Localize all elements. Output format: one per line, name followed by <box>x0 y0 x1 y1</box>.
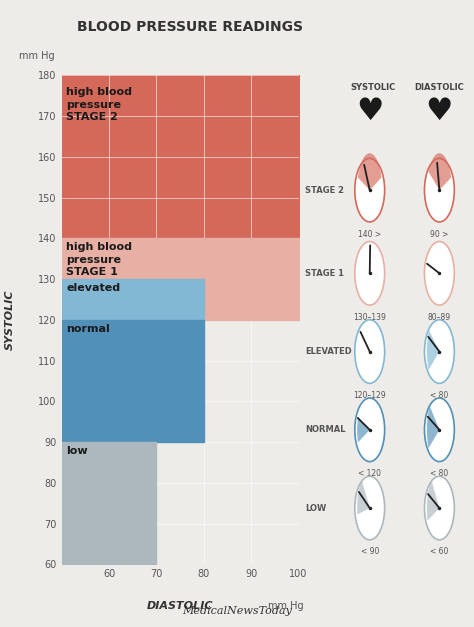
Text: SYSTOLIC: SYSTOLIC <box>350 83 396 92</box>
Text: < 90: < 90 <box>361 547 379 557</box>
Text: LOW: LOW <box>305 503 326 512</box>
Text: STAGE 1: STAGE 1 <box>305 269 344 278</box>
Text: ♥: ♥ <box>356 97 383 127</box>
Wedge shape <box>357 480 370 515</box>
Text: low: low <box>66 446 88 456</box>
Text: 140 >: 140 > <box>358 229 381 239</box>
Text: < 60: < 60 <box>430 547 448 557</box>
Text: DIASTOLIC: DIASTOLIC <box>147 601 213 611</box>
Text: 80–89: 80–89 <box>428 313 451 322</box>
Text: < 80: < 80 <box>430 469 448 478</box>
Wedge shape <box>357 417 370 443</box>
Text: mm Hg: mm Hg <box>19 51 55 61</box>
Text: ELEVATED: ELEVATED <box>305 347 352 356</box>
Ellipse shape <box>355 159 385 222</box>
Text: mm Hg: mm Hg <box>268 601 303 611</box>
Text: STAGE 2: STAGE 2 <box>305 186 344 194</box>
Wedge shape <box>428 153 451 190</box>
Text: < 120: < 120 <box>358 469 381 478</box>
Ellipse shape <box>355 398 385 461</box>
Ellipse shape <box>355 320 385 383</box>
Text: high blood
pressure
STAGE 2: high blood pressure STAGE 2 <box>66 87 132 122</box>
Text: BLOOD PRESSURE READINGS: BLOOD PRESSURE READINGS <box>77 21 302 34</box>
Wedge shape <box>427 480 439 520</box>
Text: NORMAL: NORMAL <box>305 425 346 435</box>
Text: 120–129: 120–129 <box>354 391 386 400</box>
Text: ♥: ♥ <box>426 97 453 127</box>
Ellipse shape <box>425 320 454 383</box>
Ellipse shape <box>425 398 454 461</box>
Ellipse shape <box>425 159 454 222</box>
Text: normal: normal <box>66 324 110 334</box>
Text: SYSTOLIC: SYSTOLIC <box>4 290 15 350</box>
Ellipse shape <box>425 241 454 305</box>
Text: high blood
pressure
STAGE 1: high blood pressure STAGE 1 <box>66 242 132 277</box>
Wedge shape <box>427 406 439 448</box>
Text: elevated: elevated <box>66 283 120 293</box>
Text: DIASTOLIC: DIASTOLIC <box>415 83 464 92</box>
Ellipse shape <box>425 477 454 540</box>
Text: < 80: < 80 <box>430 391 448 400</box>
Text: 90 >: 90 > <box>430 229 448 239</box>
Wedge shape <box>358 153 382 190</box>
Ellipse shape <box>355 477 385 540</box>
Text: MedicalNewsToday: MedicalNewsToday <box>182 606 292 616</box>
Wedge shape <box>427 330 439 370</box>
Ellipse shape <box>355 241 385 305</box>
Text: 130–139: 130–139 <box>353 313 386 322</box>
